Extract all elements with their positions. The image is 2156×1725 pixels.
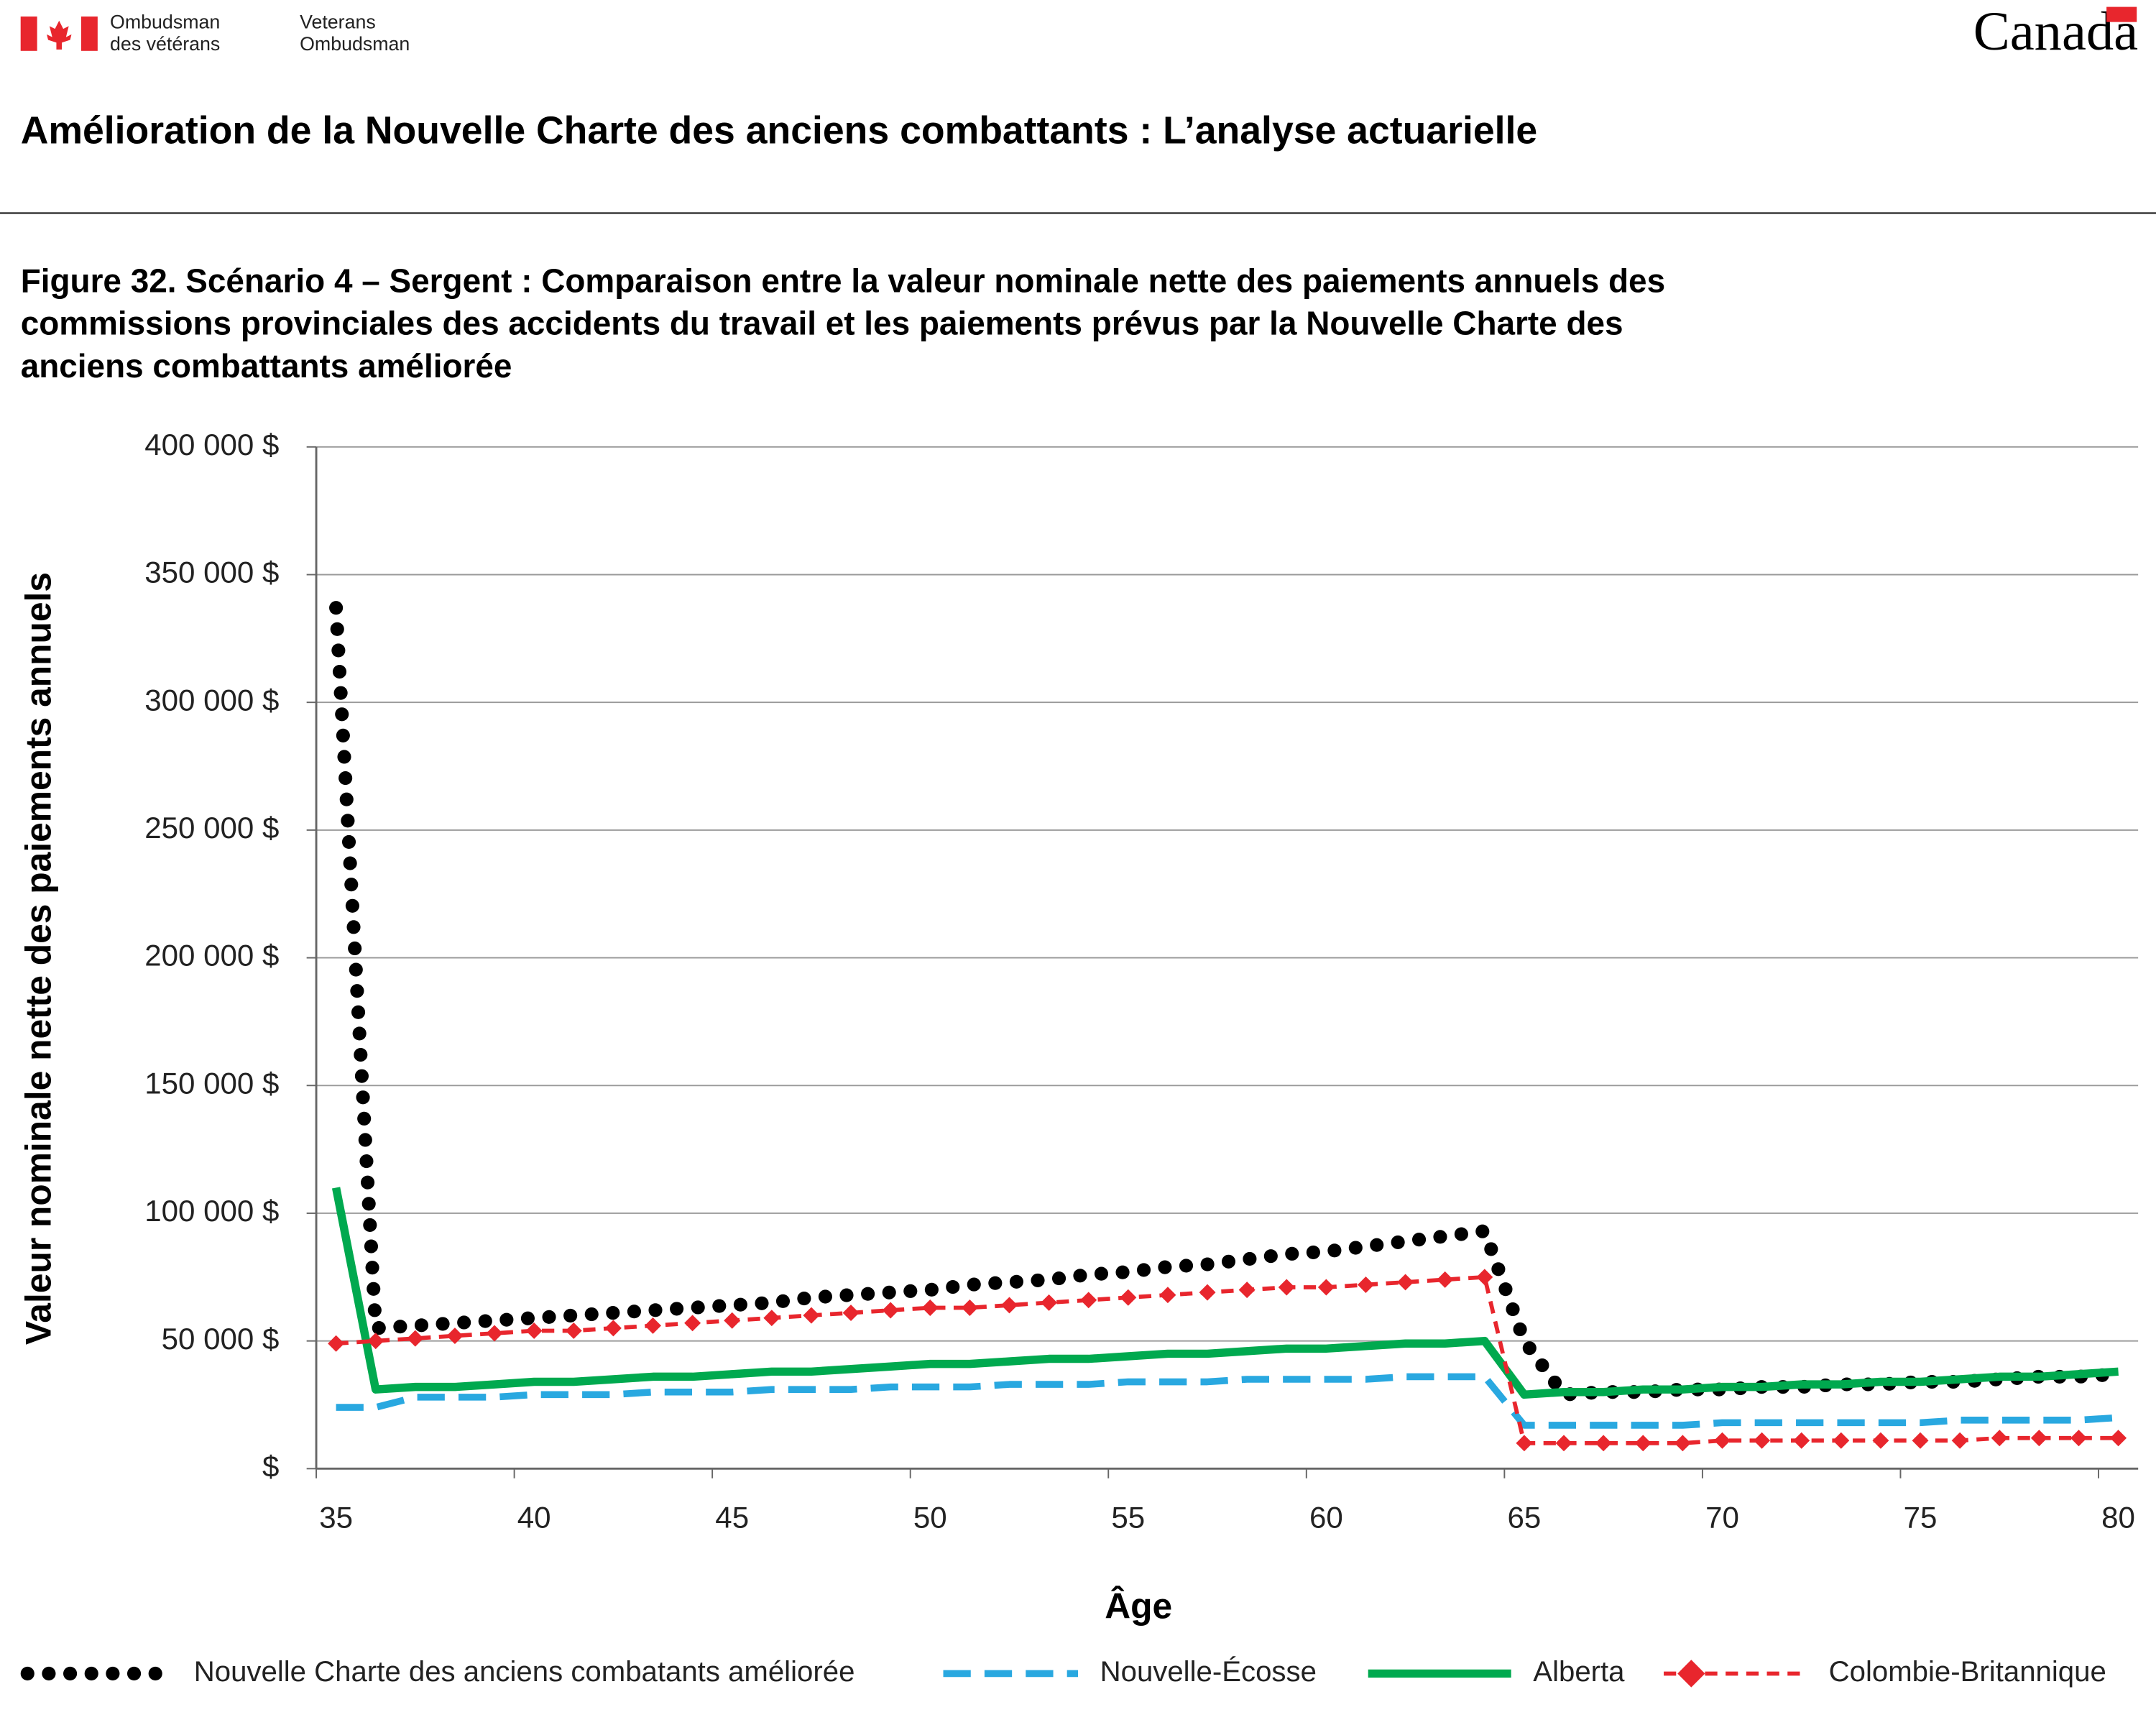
x-tick-label: 55 <box>1111 1500 1145 1534</box>
data-marker <box>328 1335 345 1352</box>
data-marker <box>1516 1435 1533 1452</box>
data-marker <box>1476 1269 1493 1286</box>
legend-label: Nouvelle Charte des anciens combatants a… <box>194 1655 855 1688</box>
data-marker <box>1793 1432 1810 1449</box>
data-marker <box>367 1333 384 1350</box>
data-marker <box>921 1299 939 1316</box>
data-marker <box>1991 1430 2008 1447</box>
x-tick-label: 45 <box>715 1500 749 1534</box>
y-tick-label: 150 000 $ <box>144 1066 279 1100</box>
wordmark-flag <box>2106 6 2137 22</box>
data-marker <box>882 1302 899 1319</box>
data-marker <box>1912 1432 1929 1449</box>
series-line <box>336 1373 2119 1429</box>
data-marker <box>1951 1432 1968 1449</box>
y-tick-label: $ <box>262 1449 279 1483</box>
x-tick-label: 80 <box>2101 1500 2135 1534</box>
x-tick-label: 70 <box>1705 1500 1739 1534</box>
data-marker <box>1199 1284 1216 1301</box>
maple-leaf <box>47 20 72 50</box>
org-name: Ombudsman <box>300 33 410 55</box>
data-marker <box>1357 1276 1374 1293</box>
x-tick-label: 50 <box>913 1500 947 1534</box>
org-name: des vétérans <box>110 33 220 55</box>
y-tick-label: 50 000 $ <box>162 1322 280 1356</box>
series-line <box>336 1274 2119 1445</box>
data-marker <box>842 1305 860 1322</box>
legend-label: Nouvelle-Écosse <box>1100 1655 1317 1688</box>
x-tick-label: 35 <box>319 1500 353 1534</box>
data-marker <box>763 1310 780 1327</box>
legend-label: Colombie-Britannique <box>1829 1655 2106 1688</box>
x-tick-label: 75 <box>1904 1500 1938 1534</box>
data-marker <box>565 1322 582 1339</box>
data-marker <box>486 1325 503 1342</box>
y-axis-title: Valeur nominale nette des paiements annu… <box>19 572 59 1345</box>
data-marker <box>1278 1279 1295 1296</box>
y-tick-label: 250 000 $ <box>144 811 279 845</box>
data-marker <box>1713 1432 1731 1449</box>
data-marker <box>446 1328 464 1345</box>
y-tick-label: 200 000 $ <box>144 939 279 972</box>
data-marker <box>1437 1271 1454 1288</box>
data-marker <box>1555 1435 1572 1452</box>
data-marker <box>961 1299 978 1316</box>
data-marker <box>1634 1435 1651 1452</box>
data-marker <box>724 1312 741 1329</box>
data-marker <box>1238 1282 1256 1299</box>
data-marker <box>645 1317 661 1334</box>
data-marker <box>1872 1432 1889 1449</box>
x-axis-title: Âge <box>1105 1586 1172 1627</box>
chart-title: Figure 32. Scénario 4 – Sergent : Compar… <box>21 262 1665 299</box>
data-marker <box>2110 1430 2127 1447</box>
y-tick-label: 350 000 $ <box>144 556 279 589</box>
y-tick-label: 100 000 $ <box>144 1194 279 1228</box>
data-marker <box>1041 1294 1058 1311</box>
org-name: Ombudsman <box>110 12 220 33</box>
page-title: Amélioration de la Nouvelle Charte des a… <box>21 110 1538 152</box>
x-tick-label: 60 <box>1309 1500 1343 1534</box>
chart-title: anciens combattants améliorée <box>21 347 512 385</box>
data-marker <box>1674 1435 1691 1452</box>
data-marker <box>1833 1432 1850 1449</box>
data-marker <box>2070 1430 2087 1447</box>
x-tick-label: 65 <box>1508 1500 1542 1534</box>
x-tick-label: 40 <box>517 1500 551 1534</box>
data-marker <box>1001 1297 1018 1314</box>
data-marker <box>684 1315 701 1332</box>
data-marker <box>1317 1279 1335 1296</box>
data-marker <box>407 1330 424 1347</box>
series-line <box>331 1187 2119 1399</box>
data-marker <box>1159 1287 1176 1304</box>
data-marker <box>1754 1432 1771 1449</box>
data-marker <box>803 1307 820 1324</box>
org-name: Veterans <box>300 12 376 33</box>
data-marker <box>2030 1430 2047 1447</box>
data-marker <box>525 1322 543 1339</box>
legend-marker <box>1677 1660 1705 1688</box>
data-marker <box>1595 1435 1612 1452</box>
data-marker <box>1080 1292 1097 1309</box>
flag-bar <box>80 16 98 51</box>
data-marker <box>1397 1274 1414 1291</box>
series-line <box>329 601 2126 1402</box>
legend-label: Alberta <box>1533 1655 1625 1688</box>
y-tick-label: 400 000 $ <box>144 428 279 461</box>
data-marker <box>1120 1289 1137 1306</box>
chart-title: commissions provinciales des accidents d… <box>21 305 1623 342</box>
flag-bar <box>20 16 37 51</box>
data-marker <box>604 1320 622 1337</box>
y-tick-label: 300 000 $ <box>144 683 279 717</box>
